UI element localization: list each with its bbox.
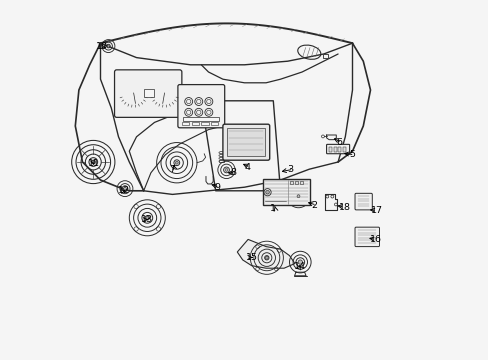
Circle shape xyxy=(265,190,269,194)
Text: 13: 13 xyxy=(141,215,153,224)
Text: 5: 5 xyxy=(348,150,354,159)
Circle shape xyxy=(123,187,126,190)
Bar xyxy=(333,147,336,152)
Bar xyxy=(289,181,292,184)
Text: 18: 18 xyxy=(338,202,350,211)
Text: 7: 7 xyxy=(168,165,175,174)
Circle shape xyxy=(224,168,227,171)
Text: 10: 10 xyxy=(96,42,108,51)
Bar xyxy=(144,89,154,97)
Text: 12: 12 xyxy=(118,186,129,195)
Text: 16: 16 xyxy=(369,235,381,244)
Bar xyxy=(211,122,218,125)
Circle shape xyxy=(92,161,95,163)
Circle shape xyxy=(265,256,268,259)
Circle shape xyxy=(145,216,148,219)
Bar xyxy=(219,160,224,162)
FancyBboxPatch shape xyxy=(354,227,379,247)
Text: 3: 3 xyxy=(287,165,293,174)
Bar xyxy=(294,181,298,184)
Bar xyxy=(338,147,341,152)
Bar xyxy=(262,179,309,205)
Text: 15: 15 xyxy=(246,253,258,262)
Bar xyxy=(227,128,265,156)
Bar xyxy=(322,54,327,58)
Text: 17: 17 xyxy=(370,206,383,215)
Bar xyxy=(183,117,219,121)
Bar xyxy=(328,147,331,152)
FancyBboxPatch shape xyxy=(178,85,224,128)
Circle shape xyxy=(107,45,109,47)
Bar xyxy=(191,122,199,125)
FancyBboxPatch shape xyxy=(223,124,269,160)
Bar xyxy=(343,147,346,152)
Circle shape xyxy=(175,161,178,164)
Bar xyxy=(201,122,208,125)
Text: 6: 6 xyxy=(336,138,342,147)
Text: 11: 11 xyxy=(88,159,100,168)
Text: 9: 9 xyxy=(213,183,220,192)
Text: 4: 4 xyxy=(244,163,250,172)
Text: 2: 2 xyxy=(310,201,316,210)
Text: 8: 8 xyxy=(230,168,236,177)
Bar xyxy=(182,122,189,125)
FancyBboxPatch shape xyxy=(114,70,182,117)
FancyBboxPatch shape xyxy=(326,144,349,154)
Circle shape xyxy=(296,195,299,198)
Circle shape xyxy=(298,260,302,264)
Polygon shape xyxy=(237,239,294,268)
FancyBboxPatch shape xyxy=(354,193,371,210)
Text: 1: 1 xyxy=(269,204,275,213)
Text: 14: 14 xyxy=(293,262,305,271)
Bar xyxy=(299,181,303,184)
